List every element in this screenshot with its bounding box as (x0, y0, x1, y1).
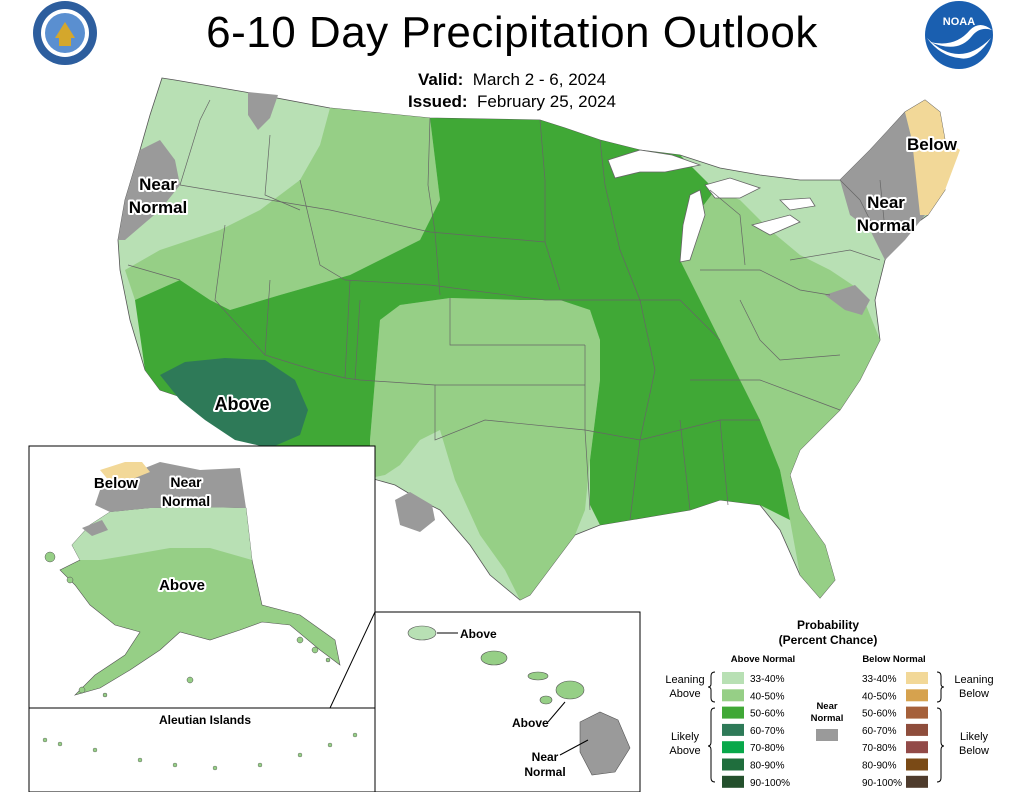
region-ak-near-w (82, 520, 108, 536)
legend-above-swatch (722, 775, 744, 788)
label-ak-near-2: Normal (162, 493, 210, 509)
legend-above-label: 70-80% (750, 743, 785, 754)
ak-islands (44, 551, 331, 698)
seal-icon (33, 1, 97, 65)
legend-below-swatch (906, 758, 928, 771)
label-hi-near-1: Near (532, 750, 559, 764)
region-near-va (825, 285, 870, 315)
issued-value: February 25, 2024 (477, 92, 616, 111)
legend-above-label: 90-100% (750, 778, 790, 789)
label-below-ne: Below (907, 135, 958, 154)
legend-above-swatch (722, 672, 744, 684)
region-medgreen-east (680, 190, 880, 598)
legend-near-2: Normal (811, 713, 844, 724)
legend-likely-above-1: Likely (671, 731, 700, 743)
legend-above-swatch (722, 706, 744, 719)
region-near-tx (395, 492, 435, 532)
noaa-text: NOAA (943, 16, 975, 28)
great-lakes (607, 149, 816, 263)
label-above-sw: Above (214, 394, 269, 414)
region-below-me (905, 100, 960, 215)
issued-line: Issued: February 25, 2024 (0, 92, 1024, 112)
legend-below-swatch (906, 723, 928, 736)
legend-below-label: 50-60% (862, 709, 897, 720)
legend-likely-above-2: Above (669, 745, 700, 757)
region-near-west (118, 140, 180, 240)
region-near-north (248, 92, 278, 130)
aleutian-inset: Aleutian Islands (28, 707, 376, 792)
legend-below-swatch (906, 775, 928, 788)
label-near-west-2: Normal (129, 198, 188, 217)
legend-below-swatch (906, 689, 928, 702)
legend-below-label: 90-100% (862, 778, 902, 789)
legend-near-1: Near (816, 701, 837, 712)
label-near-east-2: Normal (857, 216, 916, 235)
legend-leaning-above-2: Above (669, 688, 700, 700)
legend-leaning-below-1: Leaning (954, 674, 993, 686)
legend-likely-below-2: Below (959, 745, 989, 757)
legend-near-swatch (816, 729, 838, 741)
conus-map: Near Normal Near Normal Below Above (117, 77, 960, 601)
label-ak-near-1: Near (170, 474, 202, 490)
legend: Probability (Percent Chance) Above Norma… (665, 618, 993, 789)
legend-rows: 33-40% 40-50% 50-60% 60-70% 70-80% 80-90% 90-1… (722, 672, 928, 789)
legend-above-label: 60-70% (750, 726, 785, 737)
hawaii-inset: Above Above Near Normal (329, 611, 641, 792)
legend-below-swatch (906, 706, 928, 719)
legend-leaning-above-1: Leaning (665, 674, 704, 686)
legend-above-swatch (722, 758, 744, 771)
legend-leaning-below-2: Below (959, 688, 989, 700)
legend-subtitle: (Percent Chance) (779, 633, 878, 647)
label-hi-above-2: Above (512, 716, 549, 730)
page-title: 6-10 Day Precipitation Outlook (206, 8, 818, 57)
legend-below-label: 60-70% (862, 726, 897, 737)
label-aleutian: Aleutian Islands (159, 713, 251, 727)
label-near-west-1: Near (139, 175, 177, 194)
legend-below-swatch (906, 741, 928, 754)
region-medgreen-south (370, 298, 600, 600)
region-darkgreen-sw (160, 358, 308, 448)
noaa-logo-icon: NOAA (925, 1, 993, 69)
issued-label: Issued: (408, 92, 468, 111)
valid-label: Valid: (417, 70, 464, 89)
legend-above-swatch (722, 689, 744, 702)
label-hi-above-1: Above (460, 627, 497, 641)
region-medgreen (125, 108, 440, 310)
legend-below-label: 70-80% (862, 743, 897, 754)
label-near-east-1: Near (867, 193, 905, 212)
legend-likely-below-1: Likely (960, 731, 989, 743)
legend-below-label: 40-50% (862, 691, 897, 702)
legend-below-header: Below Normal (862, 654, 925, 665)
legend-above-label: 50-60% (750, 709, 785, 720)
region-near-ne (840, 112, 925, 260)
legend-above-header: Above Normal (731, 654, 795, 665)
region-ak-light (72, 507, 252, 560)
legend-above-label: 40-50% (750, 691, 785, 702)
label-ak-below: Below (94, 475, 139, 492)
label-hi-near-2: Normal (524, 765, 565, 779)
legend-above-label: 80-90% (750, 761, 785, 772)
legend-title: Probability (797, 618, 859, 632)
legend-below-swatch (906, 672, 928, 684)
legend-above-swatch (722, 741, 744, 754)
valid-line: Valid: March 2 - 6, 2024 (0, 70, 1024, 90)
legend-below-label: 33-40% (862, 674, 897, 685)
region-ak-below (100, 462, 150, 482)
alaska-inset: Below Near Normal Above (28, 445, 376, 709)
legend-above-swatch (722, 723, 744, 736)
label-ak-above: Above (159, 577, 205, 594)
legend-below-label: 80-90% (862, 761, 897, 772)
state-borders (127, 99, 886, 521)
legend-above-label: 33-40% (750, 674, 785, 685)
valid-value: March 2 - 6, 2024 (472, 70, 607, 89)
